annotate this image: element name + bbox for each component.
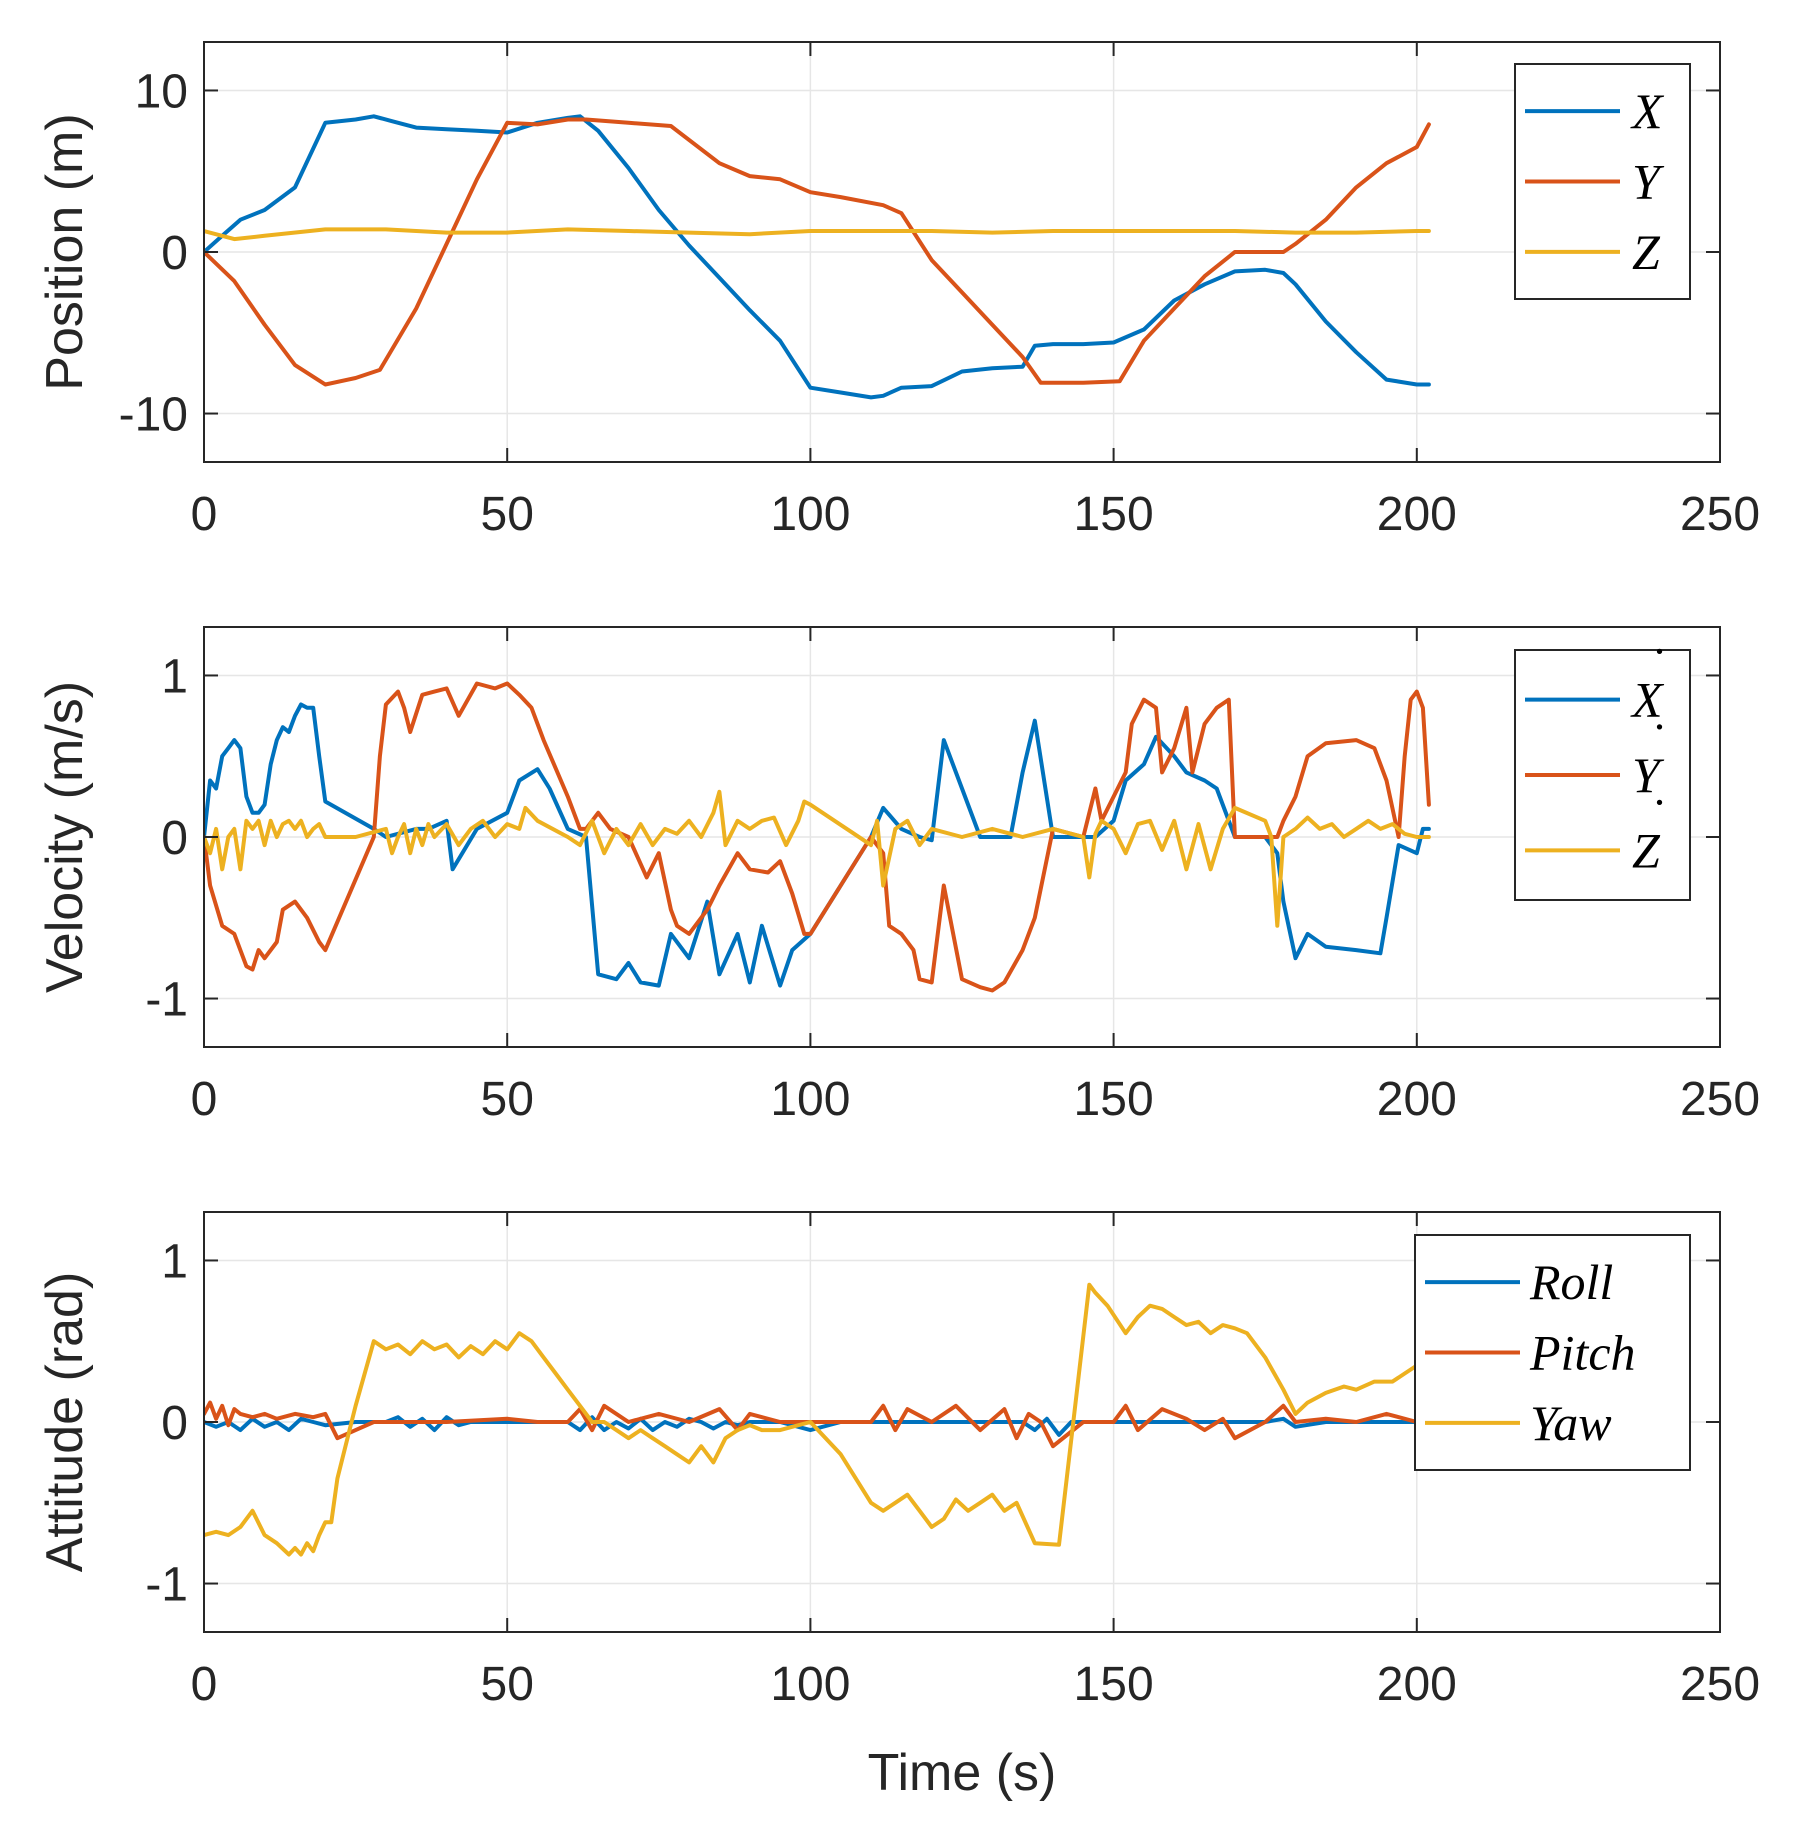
series-line-y [204, 681, 1431, 993]
x-axis-label: Time (s) [868, 1744, 1057, 1802]
y-axis-label: Velocity (m/s) [36, 681, 94, 993]
y-tick-label: 1 [161, 650, 188, 703]
x-tick-label: 0 [191, 1073, 218, 1126]
x-tick-label: 0 [191, 488, 218, 541]
y-tick-label: -10 [119, 389, 188, 442]
legend-dot-accent: ˙ [1648, 712, 1665, 768]
x-tick-label: 150 [1074, 488, 1154, 541]
x-tick-label: 50 [481, 1073, 534, 1126]
series-line-x [204, 114, 1431, 400]
x-tick-label: 0 [191, 1658, 218, 1711]
x-tick-label: 100 [770, 488, 850, 541]
x-tick-label: 150 [1074, 1073, 1154, 1126]
x-tick-label: 100 [770, 1658, 850, 1711]
series-line-z [204, 789, 1431, 928]
y-tick-label: -1 [145, 974, 188, 1027]
legend-label: Z [1632, 822, 1661, 878]
series-line-roll [204, 1415, 1431, 1437]
legend-label: Pitch [1529, 1325, 1636, 1381]
series-line-yaw [204, 1282, 1431, 1557]
series-line-y [204, 117, 1431, 387]
y-axis-label: Attitude (rad) [36, 1272, 94, 1573]
x-tick-label: 200 [1377, 488, 1457, 541]
x-tick-label: 250 [1680, 1658, 1760, 1711]
x-tick-label: 50 [481, 1658, 534, 1711]
series-line-z [204, 227, 1431, 242]
y-tick-label: 1 [161, 1235, 188, 1288]
legend-label: Y [1632, 154, 1665, 210]
y-tick-label: 0 [161, 812, 188, 865]
series-line-pitch [204, 1400, 1431, 1449]
x-tick-label: 150 [1074, 1658, 1154, 1711]
y-tick-label: 0 [161, 227, 188, 280]
legend: XYZ [1514, 63, 1691, 300]
y-axis-label: Position (m) [36, 113, 94, 390]
y-tick-label: -1 [145, 1559, 188, 1612]
x-tick-label: 250 [1680, 1073, 1760, 1126]
x-tick-label: 100 [770, 1073, 850, 1126]
legend-label: X [1630, 672, 1665, 728]
y-tick-label: 10 [135, 65, 188, 118]
x-tick-label: 200 [1377, 1658, 1457, 1711]
legend-label: X [1630, 83, 1665, 139]
legend-label: Z [1632, 224, 1661, 280]
legend: ˙X˙Y˙Z [1514, 637, 1691, 901]
x-tick-label: 200 [1377, 1073, 1457, 1126]
x-tick-label: 250 [1680, 488, 1760, 541]
legend-dot-accent: ˙ [1648, 637, 1665, 693]
legend-label: Yaw [1530, 1395, 1612, 1451]
x-tick-label: 50 [481, 488, 534, 541]
legend-label: Roll [1529, 1254, 1613, 1310]
y-tick-label: 0 [161, 1397, 188, 1450]
series-line-x [204, 702, 1431, 988]
legend-label: Y [1632, 747, 1665, 803]
legend: Roll Pitch Yaw [1414, 1234, 1691, 1471]
legend-dot-accent: ˙ [1648, 787, 1665, 843]
